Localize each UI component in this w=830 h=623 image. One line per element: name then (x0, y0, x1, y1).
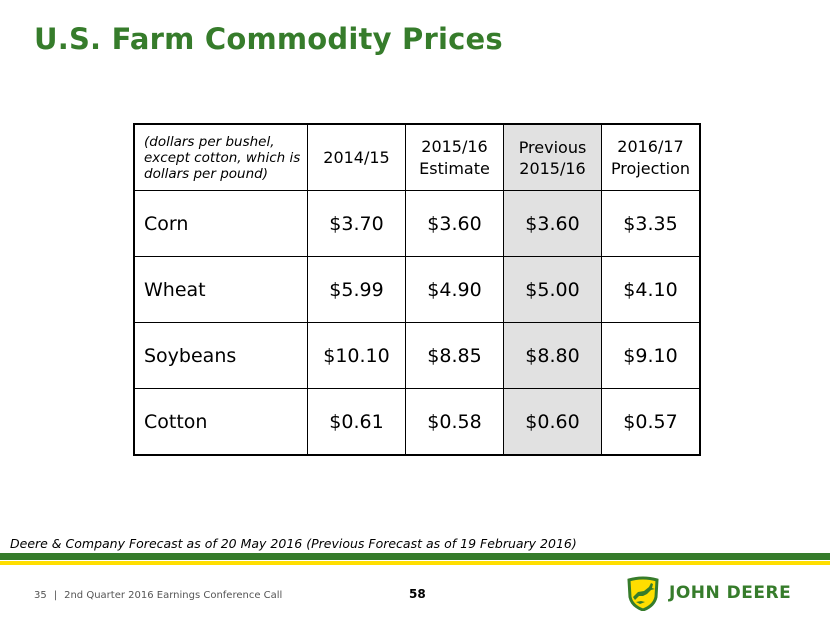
column-header-line: Estimate (419, 158, 490, 178)
page-number: 58 (409, 587, 426, 601)
column-header: 2015/16 Estimate (405, 123, 504, 191)
commodity-label: Soybeans (133, 322, 308, 389)
table-row: Cotton $0.61 $0.58 $0.60 $0.57 (133, 388, 701, 456)
column-header: Previous 2015/16 (503, 123, 602, 191)
price-cell: $3.35 (601, 190, 701, 257)
price-cell: $3.60 (405, 190, 504, 257)
commodity-price-table: (dollars per bushel, except cotton, whic… (133, 123, 701, 456)
price-cell: $10.10 (307, 322, 406, 389)
column-header-line: 2016/17 (617, 136, 684, 156)
price-cell: $3.60 (503, 190, 602, 257)
page-title: U.S. Farm Commodity Prices (34, 22, 503, 56)
table-row: Corn $3.70 $3.60 $3.60 $3.35 (133, 190, 701, 257)
table-header-row: (dollars per bushel, except cotton, whic… (133, 123, 701, 191)
price-cell: $9.10 (601, 322, 701, 389)
forecast-footnote: Deere & Company Forecast as of 20 May 20… (10, 536, 577, 551)
price-cell: $5.00 (503, 256, 602, 323)
footer-separator: | (53, 590, 58, 601)
commodity-label: Corn (133, 190, 308, 257)
price-cell: $0.57 (601, 388, 701, 456)
price-cell: $8.80 (503, 322, 602, 389)
column-header-line: Previous (518, 137, 587, 157)
column-header: 2016/17 Projection (601, 123, 701, 191)
leaping-deer-icon (627, 576, 659, 611)
commodity-label: Cotton (133, 388, 308, 456)
table-row: Wheat $5.99 $4.90 $5.00 $4.10 (133, 256, 701, 323)
footer-green-band (0, 553, 830, 560)
column-header-line: Projection (610, 158, 691, 178)
price-cell: $0.61 (307, 388, 406, 456)
units-note: (dollars per bushel, except cotton, whic… (133, 123, 308, 191)
footer-yellow-band (0, 561, 830, 565)
price-cell: $8.85 (405, 322, 504, 389)
price-cell: $0.58 (405, 388, 504, 456)
column-header: 2014/15 (307, 123, 406, 191)
price-cell: $4.90 (405, 256, 504, 323)
price-cell: $3.70 (307, 190, 406, 257)
slide-number: 35 (34, 590, 47, 601)
john-deere-logo: JOHN DEERE (625, 575, 791, 611)
column-header-line: 2015/16 (421, 136, 488, 156)
table-row: Soybeans $10.10 $8.85 $8.80 $9.10 (133, 322, 701, 389)
footer-caption: 35 | 2nd Quarter 2016 Earnings Conference … (34, 590, 282, 601)
price-cell: $4.10 (601, 256, 701, 323)
event-name: 2nd Quarter 2016 Earnings Conference Cal… (64, 590, 283, 601)
column-header-line: 2014/15 (323, 147, 390, 167)
price-cell: $0.60 (503, 388, 602, 456)
price-cell: $5.99 (307, 256, 406, 323)
column-header-line: 2015/16 (519, 158, 586, 178)
john-deere-wordmark: JOHN DEERE (669, 583, 792, 603)
commodity-label: Wheat (133, 256, 308, 323)
